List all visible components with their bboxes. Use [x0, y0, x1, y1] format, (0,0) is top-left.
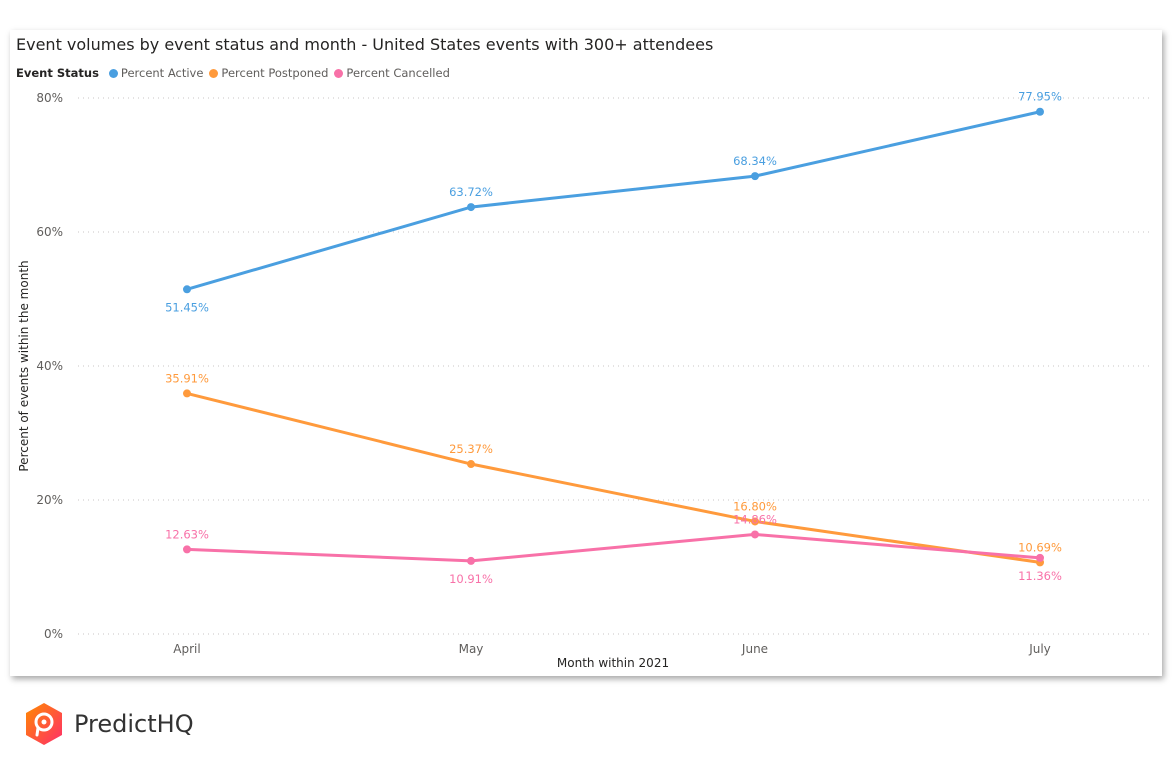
x-tick-label: May	[459, 642, 484, 656]
data-label: 16.80%	[733, 499, 777, 513]
data-point	[467, 460, 475, 469]
data-label: 12.63%	[165, 527, 209, 541]
data-point	[751, 530, 759, 539]
y-axis-title: Percent of events within the month	[17, 260, 31, 471]
legend-item-cancelled[interactable]: Percent Cancelled	[334, 66, 450, 80]
logo-icon	[26, 703, 62, 745]
data-label: 77.95%	[1018, 90, 1062, 104]
data-label: 68.34%	[733, 154, 777, 168]
data-point	[183, 545, 191, 554]
y-tick-label: 60%	[36, 225, 63, 239]
data-label: 10.91%	[449, 572, 493, 586]
data-label: 11.36%	[1018, 569, 1062, 583]
data-label: 35.91%	[165, 371, 209, 385]
y-tick-label: 40%	[36, 359, 63, 373]
x-tick-label: June	[741, 642, 768, 656]
x-tick-label: July	[1028, 642, 1051, 656]
chart-title: Event volumes by event status and month …	[16, 35, 714, 54]
y-tick-label: 20%	[36, 493, 63, 507]
legend-title: Event Status	[16, 66, 99, 80]
data-point	[751, 517, 759, 526]
x-tick-label: April	[173, 642, 200, 656]
brand-name: PredictHQ	[74, 710, 194, 738]
series-line	[186, 110, 1041, 291]
data-point	[1036, 107, 1044, 116]
y-tick-label: 80%	[36, 91, 63, 105]
predicthq-logo: PredictHQ	[24, 702, 194, 746]
series-line	[186, 391, 1041, 564]
data-point	[751, 172, 759, 181]
data-point	[183, 389, 191, 398]
data-point	[467, 203, 475, 212]
data-point	[183, 285, 191, 294]
line-chart: 0% 20% 40% 60% 80% April May June July Month with…	[17, 90, 1150, 670]
data-label: 10.69%	[1018, 540, 1062, 554]
series-line	[186, 532, 1041, 563]
data-label: 14.86%	[733, 512, 777, 526]
data-point	[1036, 553, 1044, 562]
legend-item-active[interactable]: Percent Active	[108, 66, 203, 80]
chart-card: Event volumes by event status and month …	[10, 30, 1162, 676]
data-point	[467, 556, 475, 565]
legend: Event Status Percent Active Percent Post…	[16, 66, 450, 80]
data-label: 51.45%	[165, 300, 209, 314]
data-label: 63.72%	[449, 185, 493, 199]
y-tick-label: 0%	[44, 627, 63, 641]
x-axis-title: Month within 2021	[557, 656, 669, 670]
legend-item-postponed[interactable]: Percent Postponed	[209, 66, 328, 80]
data-label: 25.37%	[449, 442, 493, 456]
